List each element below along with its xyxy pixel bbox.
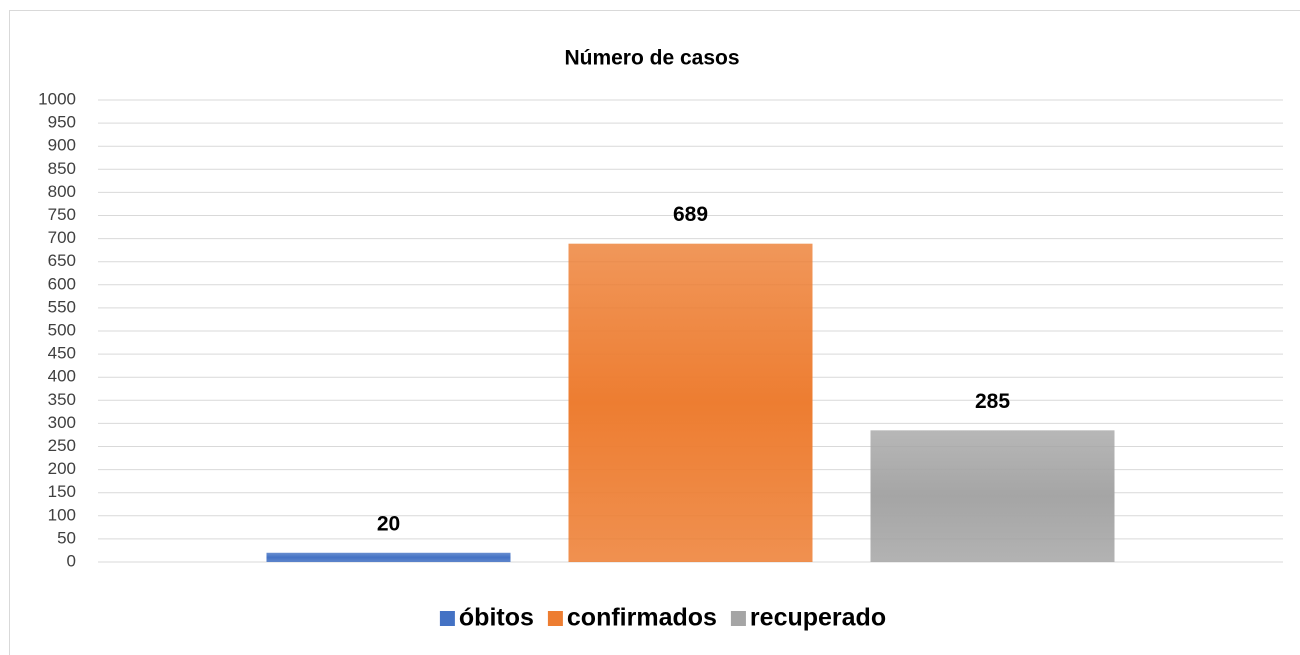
y-tick-label: 550 xyxy=(48,297,76,316)
legend-swatch xyxy=(730,611,746,626)
y-tick-label: 750 xyxy=(48,205,76,224)
bar xyxy=(870,430,1115,562)
y-tick-label: 500 xyxy=(48,320,76,339)
legend-label: recuperado xyxy=(750,604,886,632)
legend-swatch xyxy=(547,611,563,626)
y-tick-label: 300 xyxy=(48,413,76,432)
y-tick-label: 100 xyxy=(48,505,76,524)
legend: óbitos confirmados recuperado xyxy=(439,604,886,632)
y-tick-label: 1000 xyxy=(38,89,76,108)
y-tick-label: 800 xyxy=(48,182,76,201)
bar xyxy=(266,552,511,562)
y-tick-label: 200 xyxy=(48,459,76,478)
y-tick-label: 400 xyxy=(48,367,76,386)
y-tick-label: 50 xyxy=(57,528,76,547)
data-label: 20 xyxy=(377,512,400,535)
y-tick-label: 600 xyxy=(48,274,76,293)
y-tick-label: 900 xyxy=(48,136,76,155)
chart-title: Número de casos xyxy=(564,47,739,70)
y-tick-label: 850 xyxy=(48,159,76,178)
y-tick-label: 350 xyxy=(48,390,76,409)
bar xyxy=(568,243,813,562)
y-tick-label: 250 xyxy=(48,436,76,455)
y-tick-label: 700 xyxy=(48,228,76,247)
y-tick-label: 450 xyxy=(48,344,76,363)
y-tick-label: 150 xyxy=(48,482,76,501)
y-tick-label: 950 xyxy=(48,113,76,132)
y-tick-label: 0 xyxy=(67,551,76,570)
data-label: 689 xyxy=(673,203,708,226)
legend-label: confirmados xyxy=(567,604,717,632)
legend-label: óbitos xyxy=(459,604,534,632)
legend-swatch xyxy=(439,611,455,626)
data-label: 285 xyxy=(975,390,1010,413)
y-tick-label: 650 xyxy=(48,251,76,270)
